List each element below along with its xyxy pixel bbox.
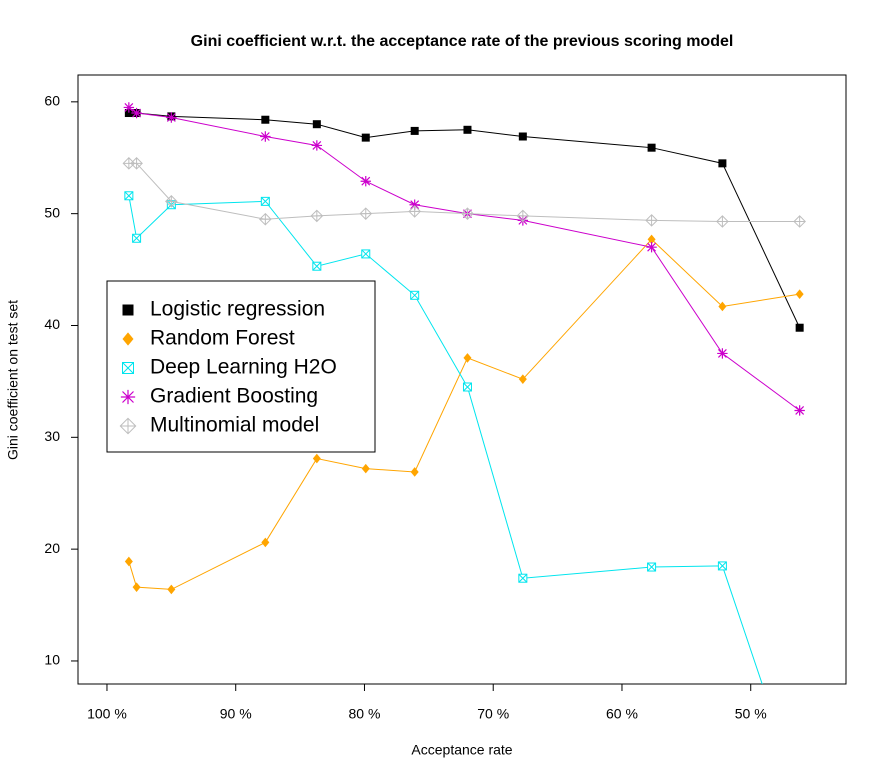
marker xyxy=(124,191,134,201)
y-tick-label: 60 xyxy=(44,93,60,109)
x-tick-label: 60 % xyxy=(606,706,638,722)
marker xyxy=(795,289,804,299)
legend: Logistic regression Random Forest Deep Lea… xyxy=(106,280,376,453)
marker xyxy=(360,176,371,187)
marker xyxy=(410,290,420,300)
marker xyxy=(312,261,322,271)
marker xyxy=(462,382,472,392)
marker xyxy=(132,582,141,592)
legend-label: Multinomial model xyxy=(150,414,319,437)
marker xyxy=(166,112,177,123)
marker xyxy=(122,332,134,346)
marker xyxy=(463,125,472,134)
marker xyxy=(647,143,656,152)
marker xyxy=(261,115,270,124)
legend-label: Gradient Boosting xyxy=(150,385,318,408)
marker xyxy=(361,249,371,259)
marker xyxy=(717,561,727,571)
y-tick-label: 50 xyxy=(44,204,60,220)
marker xyxy=(717,348,728,359)
legend-label: Logistic regression xyxy=(150,298,325,321)
legend-label: Random Forest xyxy=(150,327,295,350)
marker xyxy=(259,212,272,226)
marker xyxy=(312,453,321,464)
legend-label: Deep Learning H2O xyxy=(150,356,337,379)
y-tick-label: 40 xyxy=(44,316,60,332)
legend-box xyxy=(106,280,376,453)
y-tick-label: 30 xyxy=(44,428,60,444)
y-tick-label: 10 xyxy=(44,652,60,668)
marker xyxy=(518,132,527,141)
plot-frame xyxy=(77,74,847,685)
marker xyxy=(647,234,656,245)
marker xyxy=(361,463,370,474)
series-line xyxy=(128,107,800,411)
marker xyxy=(124,556,133,567)
marker xyxy=(165,195,178,208)
marker xyxy=(132,233,142,243)
x-tick-label: 70 % xyxy=(477,706,509,722)
x-tick-label: 90 % xyxy=(220,706,252,722)
marker xyxy=(716,215,729,228)
marker xyxy=(359,207,373,220)
marker xyxy=(647,562,657,572)
marker xyxy=(361,133,370,142)
marker xyxy=(518,573,528,583)
marker xyxy=(410,126,419,135)
y-axis-label: Gini coefficient on test set xyxy=(5,300,21,460)
x-axis-label: Acceptance rate xyxy=(411,742,512,758)
series-line xyxy=(128,238,800,590)
marker xyxy=(260,131,271,142)
marker xyxy=(408,205,421,218)
series-line xyxy=(128,195,763,684)
marker xyxy=(123,102,135,113)
marker xyxy=(718,301,727,312)
marker xyxy=(463,353,472,363)
marker xyxy=(119,417,137,435)
plot-area xyxy=(122,102,806,684)
marker xyxy=(124,109,133,118)
y-tick-label: 20 xyxy=(44,540,60,556)
marker xyxy=(794,405,805,416)
series-line xyxy=(128,162,800,222)
x-tick-label: 50 % xyxy=(735,706,767,722)
marker xyxy=(518,374,527,384)
marker xyxy=(410,467,419,477)
marker xyxy=(130,157,143,170)
marker xyxy=(122,362,134,374)
marker xyxy=(645,214,658,227)
marker xyxy=(516,209,530,223)
marker xyxy=(646,242,657,253)
series-line xyxy=(128,112,801,328)
marker xyxy=(122,304,134,316)
marker xyxy=(311,140,323,151)
marker xyxy=(795,323,804,332)
marker xyxy=(793,215,806,228)
marker xyxy=(312,120,321,129)
marker xyxy=(461,207,474,220)
marker xyxy=(167,584,176,595)
x-tick-label: 80 % xyxy=(349,706,381,722)
marker xyxy=(718,159,727,168)
marker xyxy=(261,537,270,548)
chart-title: Gini coefficient w.r.t. the acceptance r… xyxy=(191,33,734,50)
marker xyxy=(310,209,324,223)
marker xyxy=(131,107,142,119)
x-tick-label: 100 % xyxy=(87,706,127,722)
marker xyxy=(409,199,420,210)
marker xyxy=(260,196,270,206)
marker xyxy=(120,389,136,405)
